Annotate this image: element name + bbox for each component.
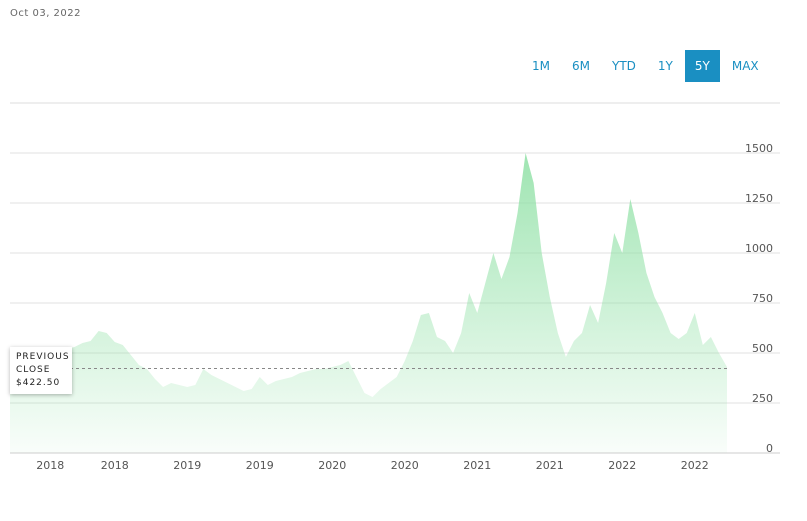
x-tick-label: 2019: [173, 459, 201, 472]
y-tick-label: 250: [752, 392, 773, 405]
range-button[interactable]: 6M: [572, 59, 590, 73]
previous-close-box: PREVIOUS CLOSE $422.50: [10, 347, 72, 394]
x-tick-label: 2021: [463, 459, 491, 472]
x-tick-label: 2020: [391, 459, 419, 472]
x-tick-label: 2019: [246, 459, 274, 472]
range-button[interactable]: 5Y: [684, 50, 720, 82]
price-area: [10, 153, 727, 453]
range-buttons: 1M 6M YTD 1Y 5Y MAX: [522, 50, 771, 82]
x-tick-label: 2022: [608, 459, 636, 472]
range-button[interactable]: YTD: [612, 59, 636, 73]
y-tick-label: 1500: [745, 142, 773, 155]
x-tick-label: 2021: [536, 459, 564, 472]
range-button[interactable]: 1M: [532, 59, 550, 73]
x-tick-label: 2022: [681, 459, 709, 472]
x-tick-label: 2018: [101, 459, 129, 472]
previous-close-label: PREVIOUS CLOSE: [16, 352, 70, 375]
y-tick-label: 0: [766, 442, 773, 455]
x-tick-label: 2020: [318, 459, 346, 472]
previous-close-value: $422.50: [16, 378, 61, 388]
y-tick-label: 750: [752, 292, 773, 305]
range-button[interactable]: 1Y: [657, 59, 673, 73]
x-tick-label: 2018: [36, 459, 64, 472]
y-tick-label: 1000: [745, 242, 773, 255]
y-tick-label: 1250: [745, 192, 773, 205]
date: Oct 03, 2022: [10, 8, 81, 19]
range-button[interactable]: MAX: [731, 59, 759, 73]
y-tick-label: 500: [752, 342, 773, 355]
